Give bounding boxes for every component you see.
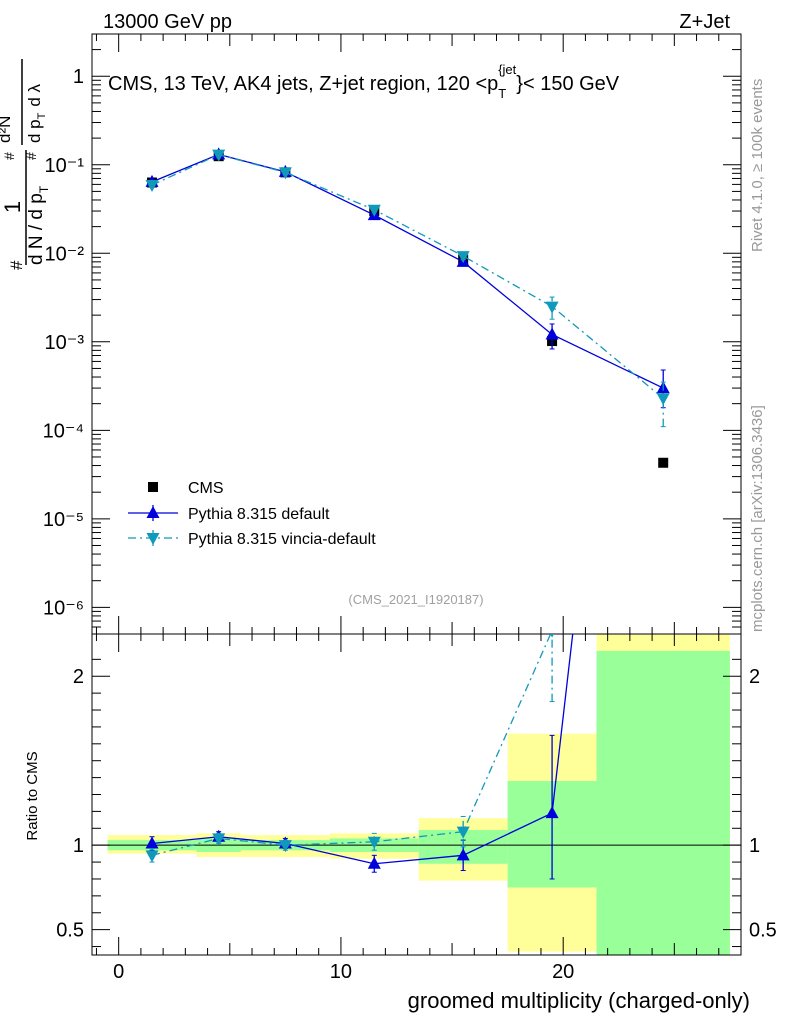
- ylabel-one: 1: [0, 201, 25, 213]
- ratio-ytick-label-right: 0.5: [749, 920, 777, 942]
- title-prefix: CMS, 13 TeV, AK4 jets, Z+jet region, 120…: [108, 73, 498, 95]
- main-ytick-label: 10⁻²: [45, 243, 85, 265]
- series-line: [151, 153, 664, 399]
- legend-label: Pythia 8.315 vincia-default: [188, 531, 376, 548]
- data-point: [545, 327, 559, 340]
- main-title: CMS, 13 TeV, AK4 jets, Z+jet region, 120…: [108, 62, 620, 101]
- title-sup: {jet: [498, 62, 516, 77]
- main-ytick-label: 1: [73, 66, 84, 88]
- ratio-series-group: [145, 97, 670, 880]
- ratio-series-pythia-8-315-vincia-default: [145, 97, 670, 863]
- ratio-point: [145, 850, 159, 863]
- ratio-ytick-label-right: 1: [749, 835, 760, 857]
- header-left: 13000 GeV pp: [103, 11, 232, 33]
- x-tick-label: 10: [330, 961, 352, 983]
- main-ytick-label: 10⁻⁴: [43, 420, 84, 442]
- green-band-6: [596, 650, 730, 955]
- ylabel-dpt-text: d p: [25, 119, 44, 143]
- ylabel-dpt-sub: T: [36, 112, 48, 119]
- mcplots-label: mcplots.cern.ch [arXiv:1306.3436]: [749, 405, 766, 632]
- data-point: [212, 149, 226, 162]
- main-ytick-label: 10⁻³: [45, 332, 85, 354]
- ratio-point: [657, 97, 670, 109]
- legend-marker: [146, 506, 160, 518]
- ylabel-den: d N / d pT: [26, 185, 51, 265]
- x-tick-label: 0: [113, 961, 124, 983]
- data-point: [656, 393, 670, 406]
- main-series-pythia-8-315-default: [145, 147, 670, 409]
- ratio-bands: [107, 634, 730, 955]
- ratio-point: [545, 806, 559, 819]
- main-ytick-label: 10⁻⁶: [43, 597, 84, 619]
- data-point: [658, 457, 669, 468]
- main-ytick-label: 10⁻⁵: [43, 509, 84, 531]
- legend: CMS Pythia 8.315 default Pythia 8.315 vinc…: [128, 480, 376, 548]
- data-point: [456, 251, 470, 264]
- x-axis-label: groomed multiplicity (charged-only): [408, 988, 750, 1013]
- ratio-ytick-label: 0.5: [56, 920, 84, 942]
- axes: 1 10⁻¹ 10⁻² 10⁻³ 10⁻⁴ 10⁻⁵ 10⁻⁶ 0 10 20 0.5 0.5 1 1 2 2: [43, 33, 777, 983]
- ylabel-hash-1: #: [7, 260, 26, 270]
- ratio-point: [367, 856, 381, 869]
- ratio-ytick-label: 2: [73, 666, 84, 688]
- header-right: Z+Jet: [679, 11, 730, 33]
- main-plot-marks: [145, 147, 670, 468]
- ratio-ytick-label-right: 2: [749, 666, 760, 688]
- ratio-point: [212, 833, 226, 846]
- legend-label: Pythia 8.315 default: [188, 506, 330, 523]
- ratio-point: [367, 836, 381, 849]
- title-sub: T: [498, 86, 506, 101]
- ratio-ytick-label: 1: [73, 835, 84, 857]
- data-point: [278, 167, 292, 180]
- main-series-pythia-8-315-vincia-default: [145, 149, 670, 428]
- ylabel-den-sub: T: [37, 185, 51, 193]
- ratio-point: [456, 848, 470, 861]
- main-series-cms: [147, 151, 669, 468]
- legend-label: CMS: [188, 480, 224, 497]
- analysis-watermark: (CMS_2021_I1920187): [348, 592, 483, 607]
- main-ytick-label: 10⁻¹: [45, 155, 85, 177]
- main-y-label: # 1 d N / d pT # d²N # d pTd λ: [0, 59, 51, 270]
- ylabel-d2n: d²N: [0, 116, 14, 143]
- ratio-point: [145, 836, 159, 849]
- x-tick-label: 20: [552, 961, 574, 983]
- data-point: [367, 204, 381, 217]
- data-point: [145, 180, 159, 193]
- legend-marker: [146, 533, 160, 545]
- ylabel-dpt: d pTd λ: [25, 83, 48, 143]
- rivet-label: Rivet 4.1.0, ≥ 100k events: [749, 79, 766, 252]
- ratio-point: [278, 840, 292, 853]
- ylabel-hash-2: #: [1, 152, 17, 160]
- ylabel-dl: d λ: [25, 83, 44, 106]
- ylabel-hash-3: #: [23, 152, 39, 160]
- ratio-y-label: Ratio to CMS: [24, 751, 41, 840]
- series-line: [151, 153, 664, 389]
- ratio-point: [550, 634, 555, 638]
- title-suffix: }< 150 GeV: [516, 73, 620, 95]
- ratio-point: [456, 826, 470, 839]
- ratio-plot-marks: [145, 97, 670, 880]
- data-point: [545, 301, 559, 314]
- legend-marker: [148, 482, 158, 492]
- ylabel-den-text: d N / d p: [26, 193, 47, 265]
